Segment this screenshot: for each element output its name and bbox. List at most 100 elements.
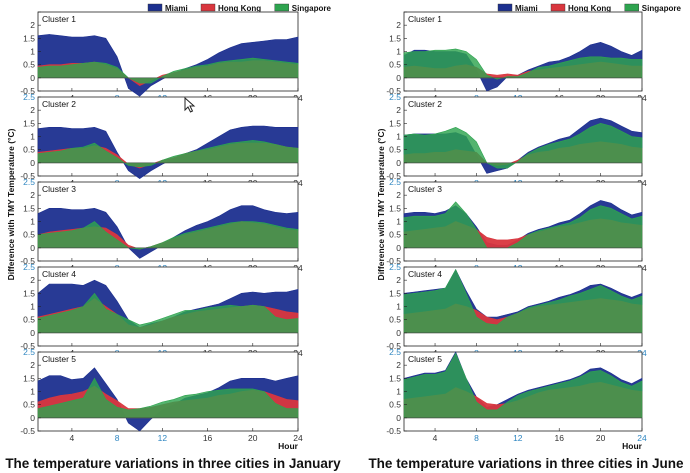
cluster-label: Cluster 1 <box>42 14 76 24</box>
y-tick-label: 0 <box>30 73 35 83</box>
y-tick-label: 1.5 <box>23 203 35 213</box>
y-tick-label: -0.5 <box>386 426 401 436</box>
y-tick-label: 0 <box>30 243 35 253</box>
y-tick-label: -0.5 <box>386 171 401 181</box>
y-tick-label: 0 <box>30 328 35 338</box>
y-tick-label: 0.5 <box>389 230 401 240</box>
y-tick-label: 2 <box>396 105 401 115</box>
legend: Miami Hong Kong Singapore <box>147 3 332 13</box>
y-tick-label: 2.5 <box>389 262 401 272</box>
y-tick-label: -0.5 <box>20 426 35 436</box>
chart-caption: The temperature variations in three citi… <box>5 456 341 471</box>
y-tick-label: 2.5 <box>389 177 401 187</box>
y-tick-label: 1.5 <box>389 33 401 43</box>
y-tick-label: 2 <box>396 360 401 370</box>
x-tick-label: 24 <box>293 433 303 443</box>
y-tick-label: 2 <box>30 190 35 200</box>
y-tick-label: 0.5 <box>389 400 401 410</box>
legend-swatch-miami <box>147 3 163 12</box>
x-tick-label: 12 <box>513 433 523 443</box>
cluster-label: Cluster 2 <box>42 99 76 109</box>
y-tick-label: 0.5 <box>23 400 35 410</box>
y-tick-label: 1 <box>396 132 401 142</box>
y-tick-label: 0.5 <box>389 145 401 155</box>
legend-swatch-miami <box>497 3 513 12</box>
x-tick-label: 24 <box>637 433 647 443</box>
y-tick-label: 2 <box>30 275 35 285</box>
legend-label-hong-kong: Hong Kong <box>218 4 261 13</box>
y-axis-title: Difference with TMY Temperature (°C) <box>376 128 386 280</box>
y-tick-label: 2.5 <box>389 347 401 357</box>
y-tick-label: 0.5 <box>23 60 35 70</box>
y-tick-label: 1 <box>30 302 35 312</box>
y-tick-label: 1.5 <box>389 373 401 383</box>
area-singapore <box>403 48 643 80</box>
y-tick-label: 1 <box>30 217 35 227</box>
legend-swatch-hong-kong <box>550 3 566 12</box>
y-tick-label: 2 <box>30 20 35 30</box>
y-tick-label: 2.5 <box>23 177 35 187</box>
y-tick-label: -0.5 <box>386 86 401 96</box>
y-tick-label: 1.5 <box>389 288 401 298</box>
cluster-label: Cluster 5 <box>408 354 442 364</box>
y-tick-label: 2 <box>30 360 35 370</box>
cluster-label: Cluster 5 <box>42 354 76 364</box>
y-tick-label: 1.5 <box>389 118 401 128</box>
legend-label-miami: Miami <box>515 4 538 13</box>
y-tick-label: 0 <box>30 158 35 168</box>
y-tick-label: 0 <box>396 73 401 83</box>
y-tick-label: 1.5 <box>23 33 35 43</box>
y-tick-label: 0 <box>396 158 401 168</box>
area-singapore <box>403 268 643 334</box>
cluster-label: Cluster 1 <box>408 14 442 24</box>
area-singapore <box>403 122 643 169</box>
y-tick-label: 1 <box>30 387 35 397</box>
x-tick-label: 4 <box>70 433 75 443</box>
x-tick-label: 16 <box>554 433 564 443</box>
y-tick-label: 2.5 <box>23 262 35 272</box>
y-tick-label: 2.5 <box>23 347 35 357</box>
y-tick-label: -0.5 <box>20 171 35 181</box>
mouse-cursor-icon <box>184 97 196 113</box>
x-tick-label: 8 <box>474 433 479 443</box>
legend-label-singapore: Singapore <box>292 4 332 13</box>
y-tick-label: 1 <box>30 47 35 57</box>
y-tick-label: 0.5 <box>389 60 401 70</box>
cluster-label: Cluster 2 <box>408 99 442 109</box>
y-tick-label: 1 <box>396 47 401 57</box>
y-tick-label: 0 <box>396 328 401 338</box>
legend-swatch-hong-kong <box>200 3 216 12</box>
y-tick-label: 2.5 <box>23 92 35 102</box>
x-tick-label: 20 <box>248 433 258 443</box>
x-tick-label: 20 <box>596 433 606 443</box>
cluster-label: Cluster 4 <box>42 269 76 279</box>
x-tick-label: 12 <box>158 433 168 443</box>
y-tick-label: 0.5 <box>23 145 35 155</box>
y-tick-label: 2 <box>396 275 401 285</box>
x-tick-label: 8 <box>115 433 120 443</box>
chart-june: Miami Hong Kong Singapore Difference with T… <box>368 3 684 471</box>
y-tick-label: 1.5 <box>389 203 401 213</box>
legend: Miami Hong Kong Singapore <box>497 3 681 13</box>
y-tick-label: 0.5 <box>23 230 35 240</box>
x-axis-title: Hour <box>622 441 643 451</box>
cluster-label: Cluster 4 <box>408 269 442 279</box>
x-axis-title: Hour <box>278 441 299 451</box>
y-tick-label: -0.5 <box>20 256 35 266</box>
legend-swatch-singapore <box>624 3 639 12</box>
y-tick-label: 2 <box>396 20 401 30</box>
y-tick-label: 1 <box>396 302 401 312</box>
cluster-label: Cluster 3 <box>408 184 442 194</box>
y-tick-label: 1.5 <box>23 118 35 128</box>
legend-label-miami: Miami <box>165 4 188 13</box>
cluster-label: Cluster 3 <box>42 184 76 194</box>
y-tick-label: 0.5 <box>23 315 35 325</box>
y-tick-label: 0 <box>396 243 401 253</box>
area-singapore <box>37 57 299 84</box>
legend-swatch-singapore <box>274 3 289 12</box>
